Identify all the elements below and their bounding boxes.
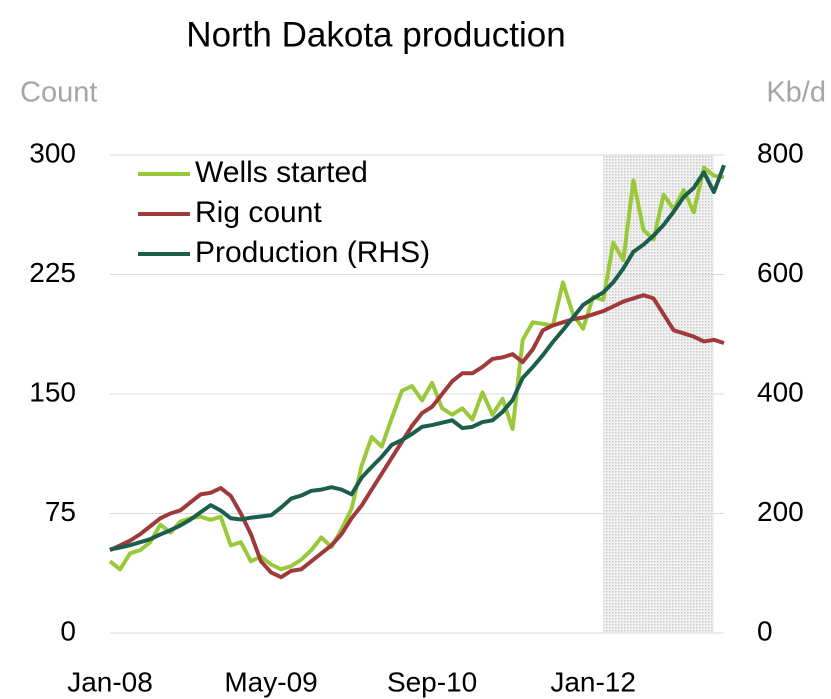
y-tick-label: 75: [45, 496, 76, 527]
series-line: [108, 165, 725, 572]
legend-label: Wells started: [195, 156, 368, 189]
y-tick-label: 300: [29, 137, 76, 168]
y2-tick-label: 600: [757, 257, 804, 288]
x-tick-label: Jan-12: [550, 666, 636, 697]
x-tick-label: May-09: [224, 666, 317, 697]
y2-tick-label: 800: [757, 137, 804, 168]
x-tick-label: Jan-08: [67, 666, 153, 697]
y-tick-label: 150: [29, 376, 76, 407]
series-line: [109, 164, 726, 552]
y-tick-label: 225: [29, 257, 76, 288]
series-line: [109, 293, 725, 580]
y2-axis-label: Kb/d: [766, 77, 826, 109]
y2-tick-label: 400: [757, 376, 804, 407]
x-tick-label: Sep-10: [387, 666, 477, 697]
chart-title: North Dakota production: [186, 15, 565, 54]
y-axis-label: Count: [20, 77, 97, 109]
legend-label: Production (RHS): [195, 236, 430, 269]
y2-tick-label: 200: [757, 496, 804, 527]
y2-tick-label: 0: [757, 615, 773, 646]
y-tick-label: 0: [60, 615, 76, 646]
legend-label: Rig count: [195, 196, 322, 229]
